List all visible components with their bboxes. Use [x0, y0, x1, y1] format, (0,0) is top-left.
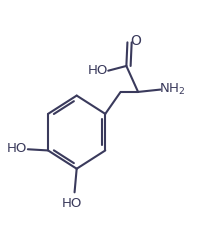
- Text: HO: HO: [62, 197, 82, 210]
- Text: HO: HO: [88, 64, 108, 77]
- Text: HO: HO: [7, 142, 27, 155]
- Text: O: O: [130, 34, 141, 48]
- Text: NH$_2$: NH$_2$: [159, 82, 185, 97]
